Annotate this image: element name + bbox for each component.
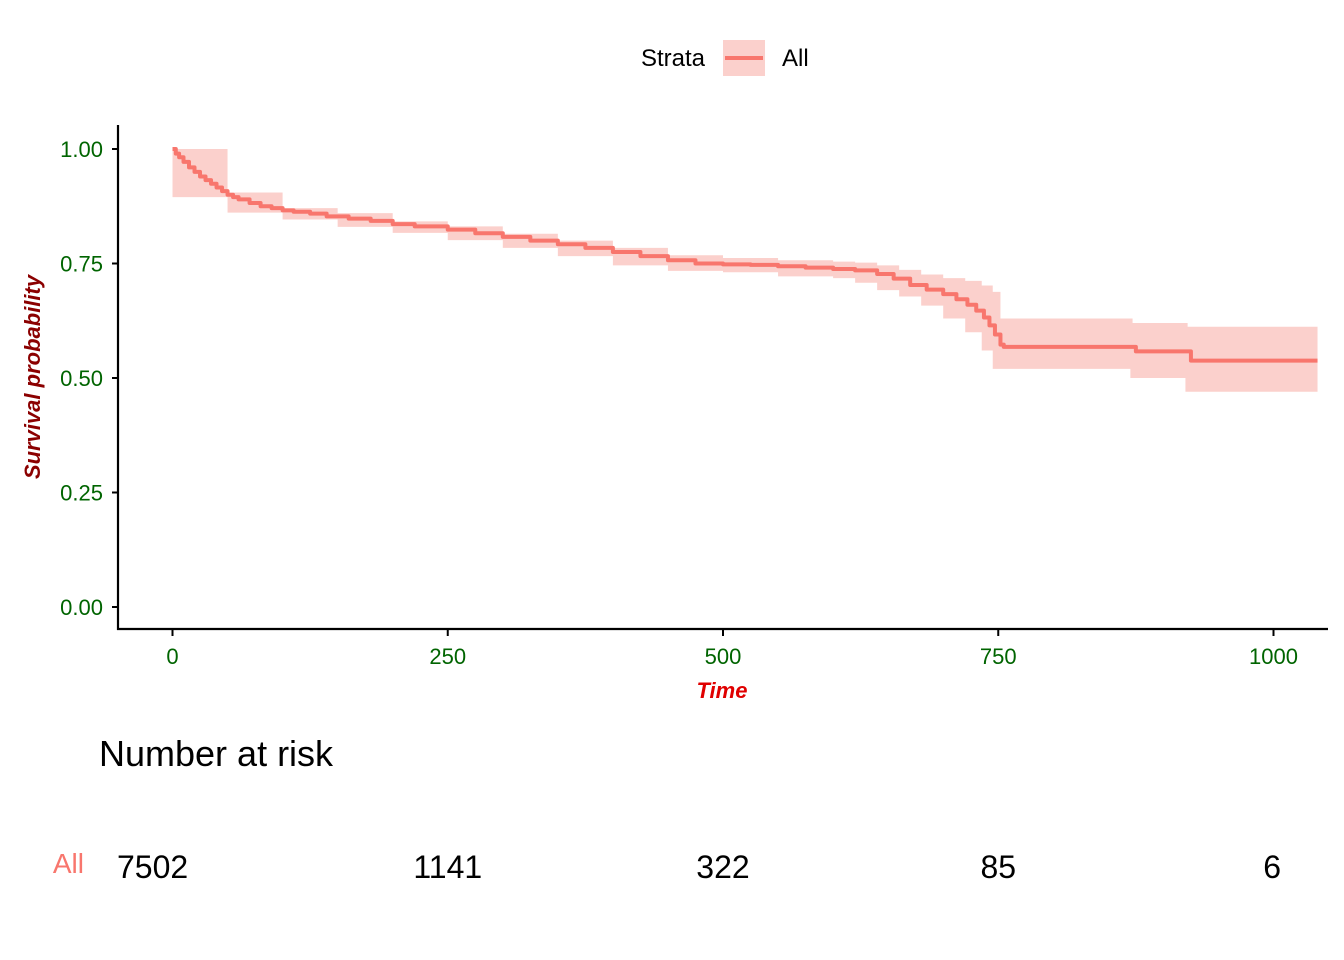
x-ticks: 0 250 500 750 1000 bbox=[166, 630, 1298, 669]
legend-title: Strata bbox=[641, 45, 706, 72]
survival-curve-all bbox=[172, 147, 1318, 363]
risk-value: 6 bbox=[1263, 849, 1281, 885]
y-tick-label: 0.75 bbox=[60, 252, 103, 277]
y-tick-label: 0.50 bbox=[60, 366, 103, 391]
y-axis-title: Survival probability bbox=[20, 273, 45, 479]
confidence-band-layer bbox=[172, 149, 1318, 392]
x-tick-label: 0 bbox=[166, 644, 178, 669]
risk-table-strata-label: All bbox=[53, 848, 84, 879]
y-tick-label: 0.25 bbox=[60, 481, 103, 506]
confidence-band-all bbox=[172, 149, 1318, 392]
risk-table-title: Number at risk bbox=[99, 733, 334, 774]
x-tick-label: 250 bbox=[429, 644, 466, 669]
legend-label-all: All bbox=[782, 45, 809, 72]
risk-value: 85 bbox=[980, 849, 1016, 885]
risk-table-values: 7502 1141 322 85 6 bbox=[117, 849, 1281, 885]
risk-value: 322 bbox=[696, 849, 749, 885]
y-ticks: 0.00 0.25 0.50 0.75 1.00 bbox=[60, 137, 118, 620]
x-tick-label: 1000 bbox=[1249, 644, 1298, 669]
x-axis-title: Time bbox=[697, 678, 748, 703]
legend: Strata All bbox=[641, 40, 809, 76]
survival-curve-layer bbox=[172, 147, 1318, 363]
risk-value: 7502 bbox=[117, 849, 188, 885]
x-tick-label: 750 bbox=[980, 644, 1017, 669]
y-tick-label: 1.00 bbox=[60, 137, 103, 162]
y-tick-label: 0.00 bbox=[60, 595, 103, 620]
x-tick-label: 500 bbox=[705, 644, 742, 669]
risk-value: 1141 bbox=[413, 849, 482, 885]
